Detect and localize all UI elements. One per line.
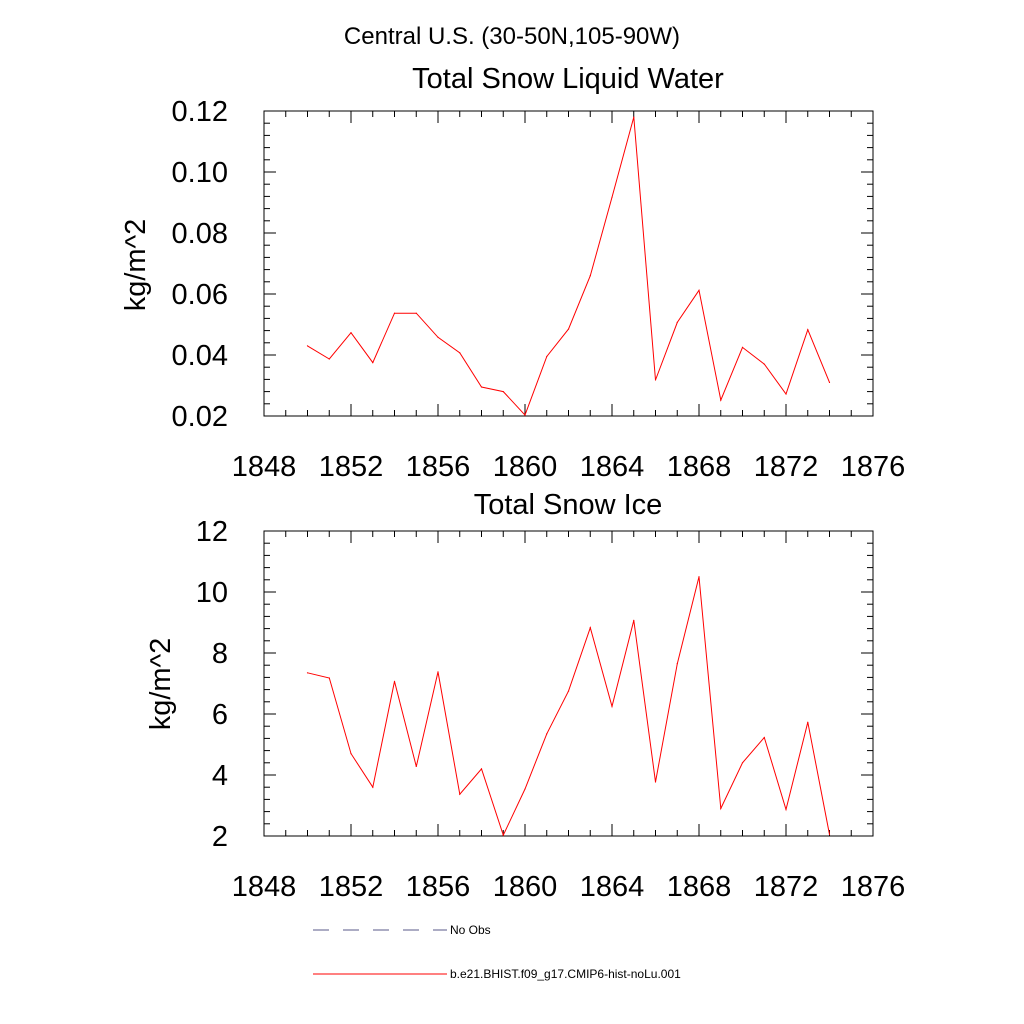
y-tick-label: 0.04 xyxy=(172,340,228,372)
data-point xyxy=(524,414,526,416)
data-point xyxy=(350,753,352,755)
data-point xyxy=(763,363,765,365)
data-point xyxy=(589,275,591,277)
x-tick-label: 1852 xyxy=(319,451,384,483)
x-tick-label: 1864 xyxy=(580,451,645,483)
y-tick-label: 2 xyxy=(212,821,228,853)
data-point xyxy=(611,196,613,198)
y-tick-label: 12 xyxy=(196,516,228,548)
data-point xyxy=(502,391,504,393)
data-point xyxy=(720,807,722,810)
data-point xyxy=(763,736,765,739)
y-tick-label: 6 xyxy=(212,699,228,731)
data-point xyxy=(306,672,309,674)
plot-frame xyxy=(263,530,874,837)
data-point xyxy=(807,721,809,723)
data-point xyxy=(567,328,570,330)
y-tick-label: 0.10 xyxy=(172,157,228,189)
data-point xyxy=(828,833,831,836)
data-point xyxy=(350,332,352,334)
data-point xyxy=(328,677,330,679)
data-point xyxy=(393,680,396,682)
data-point xyxy=(676,663,678,665)
x-tick-label: 1868 xyxy=(667,451,732,483)
data-point xyxy=(807,329,809,331)
data-point xyxy=(698,289,700,291)
x-tick-label: 1876 xyxy=(841,451,906,483)
y-tick-label: 0.08 xyxy=(172,218,228,250)
data-point xyxy=(459,793,461,795)
x-tick-label: 1868 xyxy=(667,871,732,903)
data-point xyxy=(676,321,678,323)
x-tick-label: 1852 xyxy=(319,871,384,903)
data-point xyxy=(502,834,504,836)
data-point xyxy=(524,788,526,790)
x-tick-label: 1848 xyxy=(232,451,297,483)
data-point xyxy=(328,358,330,360)
y-axis-label: kg/m^2 xyxy=(145,638,177,731)
data-point xyxy=(546,733,548,735)
y-tick-label: 8 xyxy=(212,638,228,670)
data-point xyxy=(720,399,722,401)
panel-title: Total Snow Liquid Water xyxy=(412,63,724,95)
data-point xyxy=(589,627,591,629)
x-tick-label: 1860 xyxy=(493,451,558,483)
data-point xyxy=(546,355,548,358)
data-point xyxy=(741,762,744,764)
data-point xyxy=(459,352,461,354)
y-axis-label: kg/m^2 xyxy=(120,219,152,312)
data-point xyxy=(654,781,657,783)
y-tick-label: 0.06 xyxy=(172,279,228,311)
y-tick-label: 10 xyxy=(196,577,228,609)
data-point xyxy=(611,705,613,707)
data-point xyxy=(437,336,439,338)
data-point xyxy=(480,386,483,388)
data-point xyxy=(393,312,396,314)
legend-label-model-run: b.e21.BHIST.f09_g17.CMIP6-hist-noLu.001 xyxy=(450,967,681,981)
data-point xyxy=(633,116,635,118)
series-line xyxy=(307,576,830,837)
x-tick-label: 1856 xyxy=(406,451,471,483)
data-point xyxy=(741,346,744,348)
panel-total-snow-liquid-water: Total Snow Liquid Water kg/m^2 1848 1852 1… xyxy=(120,63,905,483)
data-point xyxy=(633,619,635,621)
x-tick-label: 1848 xyxy=(232,871,297,903)
figure-title: Central U.S. (30-50N,105-90W) xyxy=(344,23,680,50)
data-point xyxy=(785,393,787,395)
data-point xyxy=(437,671,439,673)
x-tick-label: 1872 xyxy=(754,871,819,903)
x-tick-label: 1860 xyxy=(493,871,558,903)
data-point xyxy=(567,690,570,692)
y-tick-label: 0.02 xyxy=(172,401,228,433)
legend: No Obs b.e21.BHIST.f09_g17.CMIP6-hist-no… xyxy=(313,923,681,981)
data-point xyxy=(654,379,657,381)
data-point xyxy=(372,786,374,788)
data-point xyxy=(480,768,483,770)
data-point xyxy=(415,312,417,314)
data-point xyxy=(415,765,417,768)
data-point xyxy=(785,808,787,811)
x-tick-label: 1856 xyxy=(406,871,471,903)
panel-total-snow-ice: Total Snow Ice kg/m^2 1848 1852 1856 1860 18… xyxy=(145,489,905,903)
data-point xyxy=(698,576,700,578)
legend-label-no-obs: No Obs xyxy=(450,923,491,937)
x-tick-label: 1864 xyxy=(580,871,645,903)
y-tick-label: 4 xyxy=(212,760,228,792)
data-point xyxy=(828,381,831,384)
x-tick-label: 1876 xyxy=(841,871,906,903)
x-tick-label: 1872 xyxy=(754,451,819,483)
plot-frame xyxy=(263,110,874,417)
data-point xyxy=(372,362,374,364)
data-point xyxy=(306,345,309,347)
y-tick-label: 0.12 xyxy=(172,96,228,128)
panel-title: Total Snow Ice xyxy=(474,489,663,521)
series-line xyxy=(307,116,830,417)
